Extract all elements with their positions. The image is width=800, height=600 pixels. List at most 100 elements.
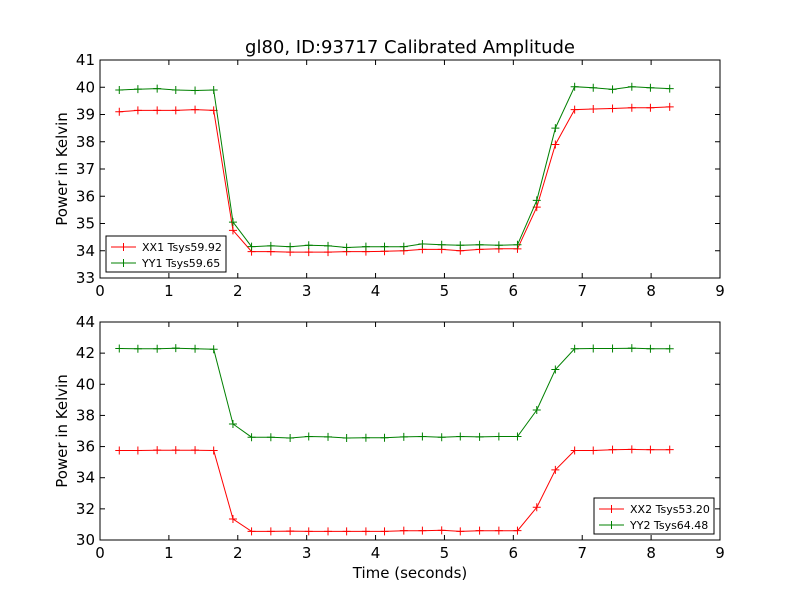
data-point-marker [153, 84, 162, 93]
legend-entry-label: XX1 Tsys59.92 [142, 241, 222, 254]
data-point-marker [551, 465, 560, 474]
data-point-marker [665, 344, 674, 353]
data-point-marker [191, 86, 200, 95]
data-point-marker [153, 106, 162, 115]
data-point-marker [361, 433, 370, 442]
data-point-marker [608, 344, 617, 353]
data-point-marker [551, 124, 560, 133]
x-tick-label: 8 [646, 544, 656, 562]
data-point-marker [608, 104, 617, 113]
data-point-marker [475, 526, 484, 535]
y-tick-label: 42 [76, 344, 95, 362]
data-point-marker [646, 445, 655, 454]
data-point-marker [209, 446, 218, 455]
data-point-marker [475, 432, 484, 441]
data-point-marker [437, 240, 446, 249]
y-tick-label: 34 [76, 469, 95, 487]
data-point-marker [153, 344, 162, 353]
x-tick-label: 6 [509, 282, 519, 300]
legend-swatch-marker [119, 259, 128, 267]
y-tick-label: 37 [76, 160, 95, 178]
data-point-marker [286, 434, 295, 443]
data-point-marker [304, 527, 313, 536]
data-point-marker [589, 105, 598, 114]
data-point-marker [342, 243, 351, 252]
legend-swatch-marker [607, 505, 616, 513]
legend-entry-label: YY1 Tsys59.65 [141, 257, 220, 270]
data-point-marker [304, 248, 313, 257]
data-point-marker [133, 106, 142, 115]
data-point-marker [286, 527, 295, 536]
legend-swatch-marker [119, 243, 128, 251]
data-point-marker [456, 432, 465, 441]
data-point-marker [171, 344, 180, 353]
x-tick-label: 7 [577, 544, 587, 562]
data-point-marker [646, 83, 655, 92]
data-point-marker [456, 527, 465, 536]
data-point-marker [399, 242, 408, 251]
legend: XX1 Tsys59.92 YY1 Tsys59.65 [105, 235, 227, 273]
x-tick-label: 7 [577, 282, 587, 300]
data-point-marker [513, 432, 522, 441]
y-tick-label: 30 [76, 531, 95, 549]
data-point-marker [418, 239, 427, 248]
y-tick-label: 44 [76, 313, 95, 331]
y-tick-label: 40 [76, 78, 95, 96]
data-point-marker [342, 434, 351, 443]
y-tick-label: 41 [76, 51, 95, 69]
data-point-marker [342, 527, 351, 536]
x-tick-label: 3 [302, 544, 312, 562]
data-point-marker [380, 242, 389, 251]
x-tick-label: 5 [440, 282, 450, 300]
y-tick-label: 35 [76, 215, 95, 233]
data-point-marker [665, 102, 674, 111]
y-tick-label: 38 [76, 133, 95, 151]
x-tick-label: 2 [233, 544, 243, 562]
data-point-marker [627, 82, 636, 91]
data-point-marker [324, 527, 333, 536]
y-tick-label: 33 [76, 269, 95, 287]
x-tick-label: 2 [233, 282, 243, 300]
data-point-marker [191, 105, 200, 114]
data-point-marker [570, 82, 579, 91]
data-point-marker [494, 432, 503, 441]
data-point-marker [304, 432, 313, 441]
data-point-marker [115, 107, 124, 116]
data-point-marker [589, 83, 598, 92]
data-point-marker [266, 241, 275, 250]
data-point-marker [133, 446, 142, 455]
x-axis-label: Time (seconds) [352, 564, 468, 582]
data-point-marker [570, 344, 579, 353]
plot-frame [99, 321, 721, 541]
data-point-marker [171, 446, 180, 455]
data-point-marker [153, 446, 162, 455]
y-tick-label: 36 [76, 438, 95, 456]
data-point-marker [627, 344, 636, 353]
data-point-marker [133, 344, 142, 353]
y-tick-label: 40 [76, 375, 95, 393]
data-point-marker [646, 344, 655, 353]
data-point-marker [475, 240, 484, 249]
y-tick-label: 38 [76, 406, 95, 424]
data-point-marker [228, 218, 237, 227]
data-point-marker [133, 85, 142, 94]
legend-swatch-marker [607, 521, 616, 529]
data-point-marker [627, 445, 636, 454]
data-point-marker [437, 526, 446, 535]
y-tick-label: 32 [76, 500, 95, 518]
data-point-marker [418, 526, 427, 535]
data-point-marker [228, 514, 237, 523]
data-point-marker [665, 84, 674, 93]
legend-entry-label: YY2 Tsys64.48 [629, 519, 708, 532]
data-point-marker [115, 85, 124, 94]
data-point-marker [115, 446, 124, 455]
data-point-marker [646, 103, 655, 112]
data-point-marker [115, 344, 124, 353]
data-point-marker [513, 240, 522, 249]
data-point-marker [532, 405, 541, 414]
data-point-marker [286, 242, 295, 251]
data-point-marker [171, 106, 180, 115]
data-point-marker [247, 527, 256, 536]
